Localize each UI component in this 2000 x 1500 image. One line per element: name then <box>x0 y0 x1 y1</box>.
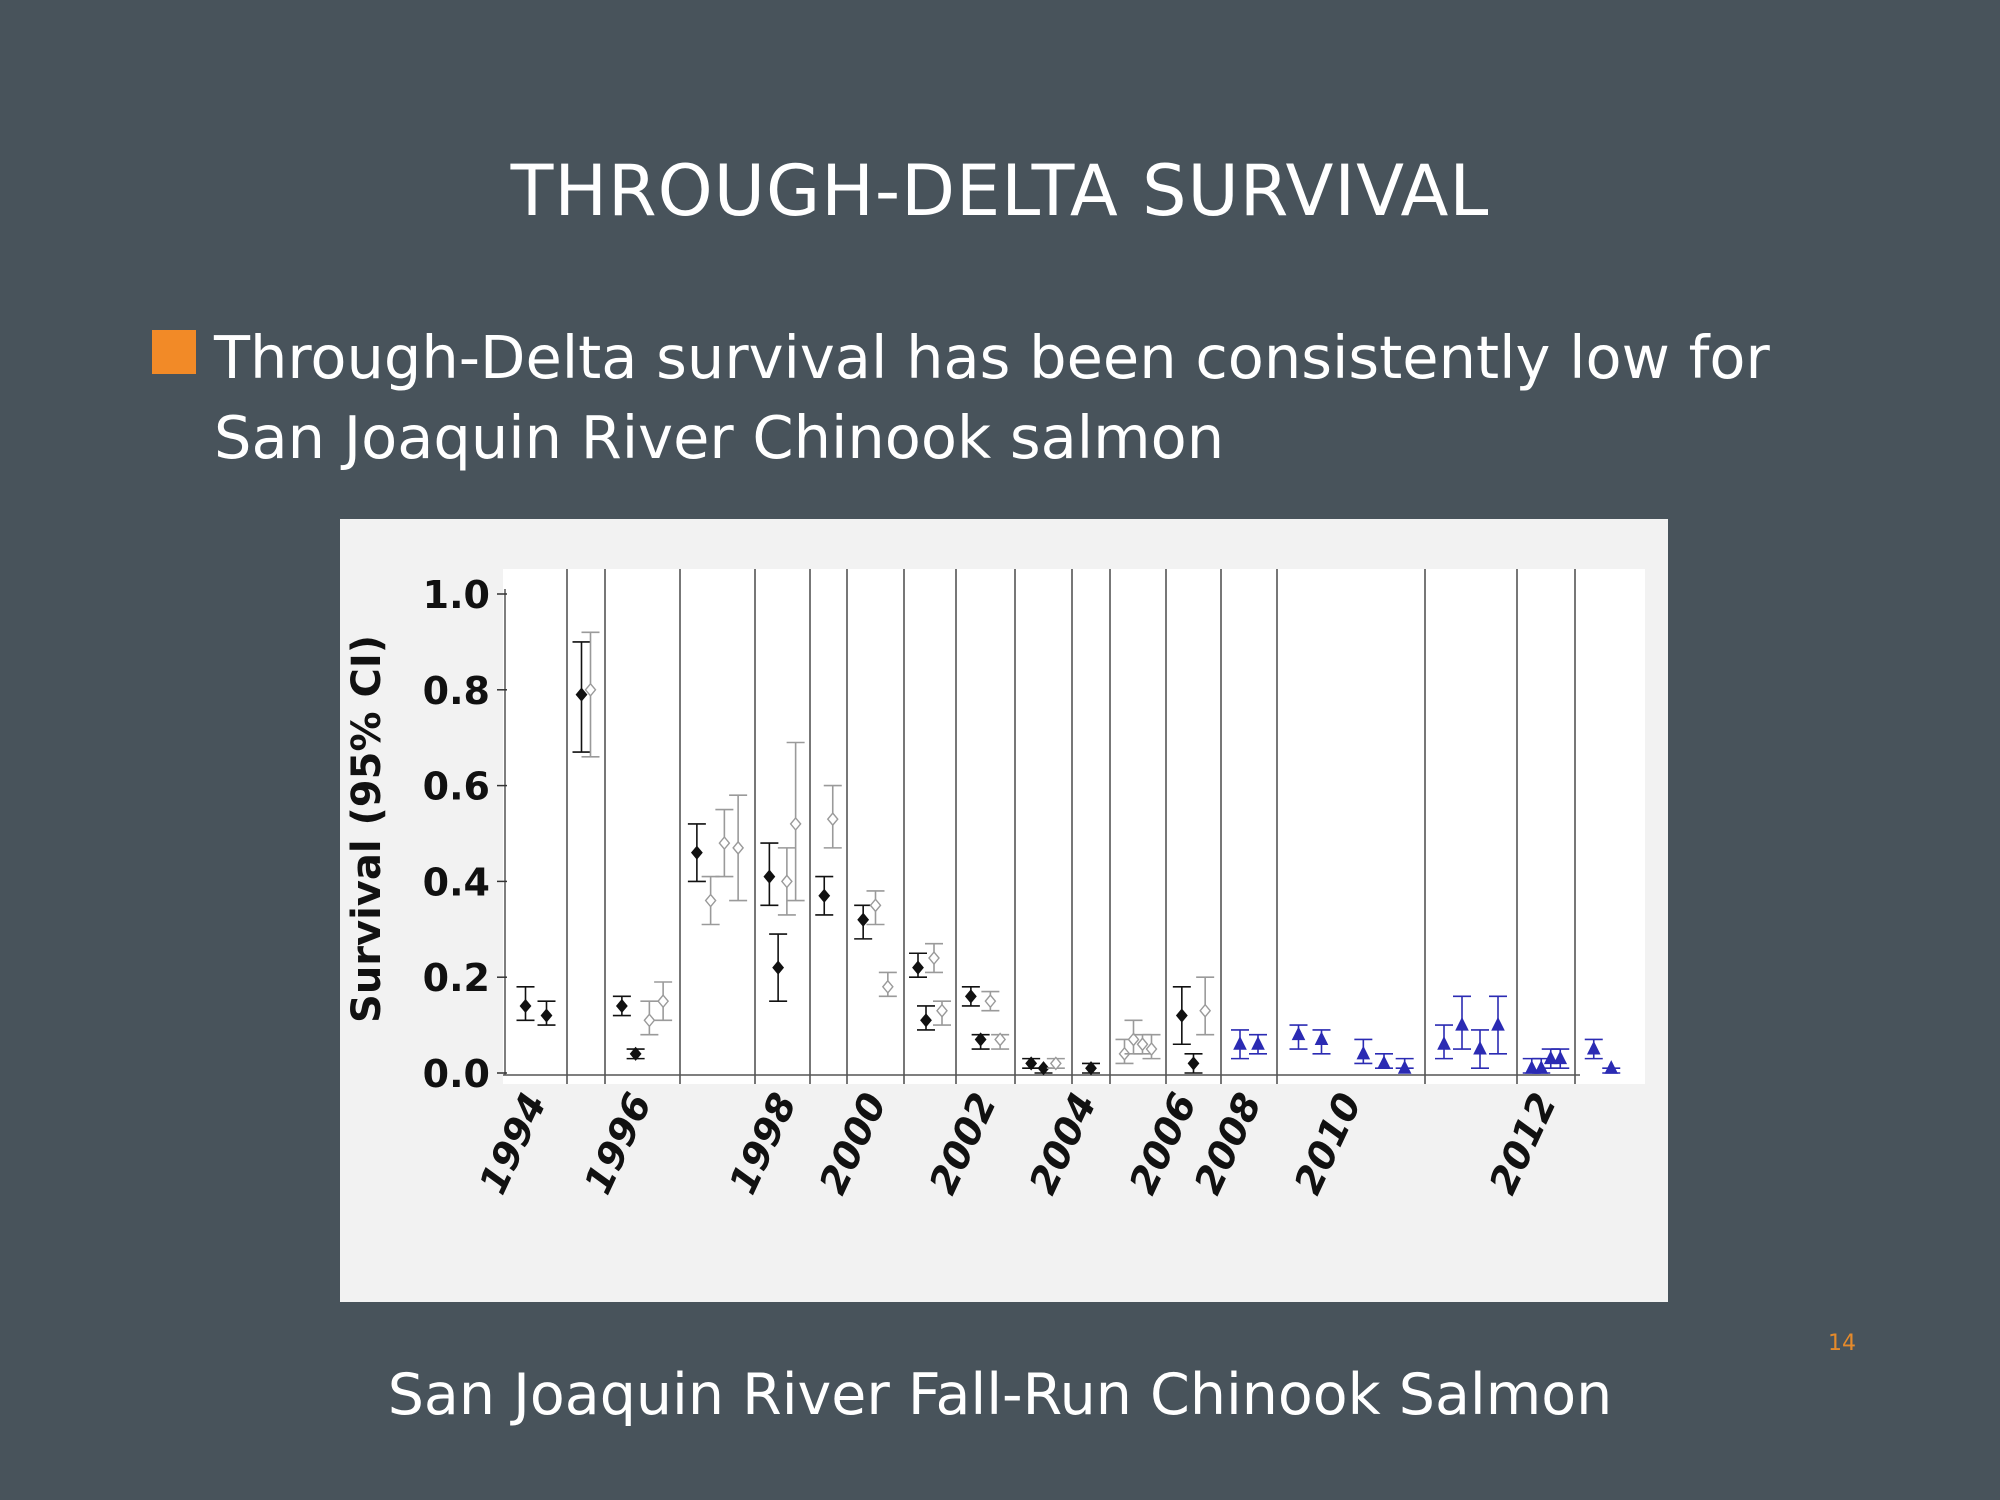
data-point-diamond <box>763 869 776 884</box>
x-tick-label: 2010 <box>1286 1086 1371 1200</box>
data-point-diamond <box>912 960 924 975</box>
x-tick-label: 2002 <box>921 1086 1006 1200</box>
data-point-open-diamond <box>936 1003 948 1018</box>
data-point-open-diamond <box>1127 1032 1140 1047</box>
data-point-open-diamond <box>869 898 882 913</box>
bullet-square-icon <box>152 330 196 374</box>
data-point-triangle <box>1377 1055 1391 1069</box>
y-tick-label: 1.0 <box>423 573 490 617</box>
data-point-diamond <box>1175 1008 1188 1023</box>
data-point-diamond <box>519 998 532 1014</box>
y-tick-label: 0.0 <box>423 1052 490 1096</box>
data-point-triangle <box>1455 1016 1469 1031</box>
data-point-diamond <box>1037 1061 1050 1076</box>
data-point-open-diamond <box>643 1013 656 1028</box>
y-axis-label: Survival (95% CI) <box>344 635 390 1023</box>
data-point-diamond <box>629 1046 642 1061</box>
bullet-text: Through-Delta survival has been consiste… <box>214 323 1770 472</box>
data-point-open-diamond <box>657 994 670 1009</box>
data-point-triangle <box>1356 1045 1371 1060</box>
data-point-diamond <box>772 960 785 975</box>
data-point-triangle <box>1491 1016 1505 1031</box>
data-point-diamond <box>540 1008 553 1023</box>
data-point-diamond <box>1187 1056 1200 1071</box>
data-point-open-diamond <box>584 682 597 697</box>
data-point-triangle <box>1604 1060 1619 1074</box>
data-point-open-diamond <box>928 950 940 966</box>
data-point-open-diamond <box>704 893 717 908</box>
data-point-diamond <box>1085 1061 1097 1076</box>
data-point-triangle <box>1314 1031 1329 1045</box>
x-tick-label: 2012 <box>1481 1086 1566 1200</box>
data-point-diamond <box>964 989 977 1004</box>
data-point-diamond <box>690 845 703 860</box>
data-point-diamond <box>575 687 588 702</box>
slide-caption: San Joaquin River Fall-Run Chinook Salmo… <box>387 1362 1613 1428</box>
data-point-diamond <box>857 912 870 927</box>
data-point-diamond <box>818 888 831 903</box>
data-point-triangle <box>1473 1040 1487 1055</box>
x-tick-label: 1994 <box>471 1086 556 1200</box>
data-point-triangle <box>1251 1036 1265 1050</box>
x-tick-label: 2000 <box>811 1086 896 1200</box>
data-point-diamond <box>1025 1056 1038 1071</box>
data-point-open-diamond <box>1136 1037 1149 1052</box>
data-point-triangle <box>1397 1060 1412 1074</box>
x-tick-label: 2004 <box>1021 1086 1106 1200</box>
x-tick-label: 1998 <box>721 1086 806 1200</box>
data-point-triangle <box>1586 1040 1601 1055</box>
data-point-triangle <box>1233 1036 1247 1050</box>
y-tick-label: 0.2 <box>423 956 490 1000</box>
data-point-triangle <box>1437 1036 1451 1050</box>
data-point-diamond <box>920 1013 932 1028</box>
page-number: 14 <box>1828 1331 1856 1356</box>
data-point-open-diamond <box>826 812 839 827</box>
data-point-triangle <box>1543 1050 1558 1065</box>
data-point-diamond <box>615 998 628 1014</box>
data-point-triangle <box>1553 1050 1568 1065</box>
y-tick-label: 0.4 <box>423 860 490 904</box>
data-point-open-diamond <box>994 1032 1007 1047</box>
data-point-open-diamond <box>780 874 793 889</box>
data-point-open-diamond <box>1145 1041 1158 1057</box>
data-point-triangle <box>1524 1060 1539 1074</box>
slide-title: THROUGH-DELTA SURVIVAL <box>510 150 1490 232</box>
survival-chart: 0.0 0.2 0.4 0.6 0.8 1.0 Survival (95% CI) 1994 1… <box>340 519 1668 1302</box>
data-point-triangle <box>1291 1026 1306 1041</box>
data-point-open-diamond <box>1199 1003 1212 1018</box>
data-point-open-diamond <box>718 835 731 851</box>
data-point-open-diamond <box>1049 1056 1062 1071</box>
data-point-open-diamond <box>984 994 997 1009</box>
data-point-open-diamond <box>789 816 802 832</box>
data-point-triangle <box>1534 1060 1549 1074</box>
y-tick-label: 0.8 <box>423 669 490 713</box>
data-point-open-diamond <box>881 979 894 994</box>
y-tick-label: 0.6 <box>423 765 490 809</box>
x-tick-label: 1996 <box>576 1086 661 1200</box>
data-point-diamond <box>974 1032 987 1047</box>
plot-area <box>503 569 1645 1084</box>
data-point-open-diamond <box>732 840 745 855</box>
